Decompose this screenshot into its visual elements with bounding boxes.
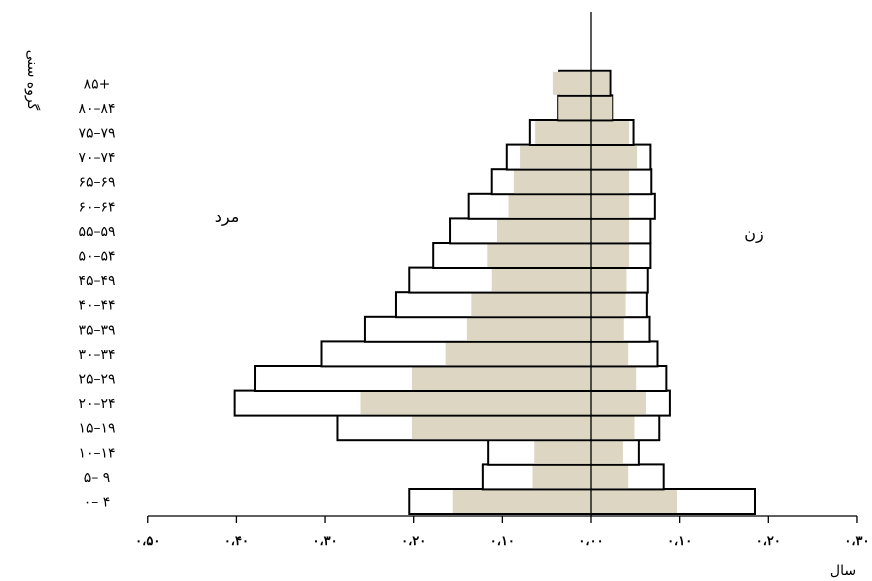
age-group-label: ۷۰–۷۴ — [78, 150, 115, 166]
age-group-label: ۶۵–۶۹ — [78, 175, 115, 191]
bar-shaded-female — [591, 416, 635, 440]
y-axis-title: گروه سنی — [24, 50, 41, 111]
age-group-label: ۰– ۴ — [84, 495, 111, 511]
bar-shaded-male — [452, 490, 591, 513]
bar-shaded-female — [591, 219, 630, 243]
bar-shaded-male — [471, 293, 591, 317]
bar-shaded-male — [534, 440, 591, 464]
age-group-label: ۲۵–۲۹ — [78, 372, 115, 388]
bar-shaded-male — [411, 416, 591, 440]
bar-shaded-male — [497, 219, 591, 243]
bar-shaded-female — [591, 367, 637, 390]
age-group-label: ۴۰–۴۴ — [78, 298, 115, 314]
x-tick-label: ۰،۵۰ — [135, 534, 160, 549]
bar-shaded-female — [591, 391, 646, 415]
bar-shaded-female — [591, 293, 626, 317]
bar-shaded-male — [508, 194, 591, 218]
age-group-label: ۳۵–۳۹ — [78, 322, 115, 338]
x-tick-label: ۰،۴۰ — [224, 534, 249, 549]
bar-shaded-male — [532, 465, 591, 489]
bar-shaded-male — [535, 121, 591, 144]
age-group-labels: ۰– ۴ ۵– ۹ ۱۰–۱۴ ۱۵–۱۹ ۲۰–۲۴ ۲۵–۲۹ ۳۰–۳۴ ۳۵–۳۹ ۴۰… — [78, 76, 115, 510]
bar-shaded-female — [591, 440, 623, 464]
bar-shaded-female — [591, 244, 630, 267]
bar-shaded-male — [520, 145, 591, 169]
age-group-label: ۷۵–۷۹ — [78, 126, 115, 142]
x-tick-label: ۰،۱۰ — [490, 534, 515, 549]
bar-shaded-female — [591, 317, 624, 341]
annotation-male: مرد — [215, 207, 240, 227]
bar-shaded-male — [360, 391, 591, 415]
bar-shaded-male — [445, 342, 591, 366]
age-group-label: ۱۵–۱۹ — [78, 421, 115, 437]
bars-layer — [233, 69, 757, 515]
bar-shaded-female — [591, 121, 630, 144]
age-group-label: ۱۰–۱۴ — [78, 445, 115, 461]
bar-shaded-female — [591, 96, 613, 120]
bar-shaded-male — [491, 268, 591, 292]
x-tick-label: ۰،۳۰ — [312, 534, 337, 549]
x-tick-label: ۰،۲۰ — [756, 534, 781, 549]
age-group-label: ۲۰–۲۴ — [78, 396, 115, 412]
bar-shaded-female — [591, 71, 610, 95]
age-group-label: ۸۰–۸۴ — [78, 101, 115, 117]
age-group-label: ۸۵+ — [84, 76, 111, 92]
bar-shaded-male — [558, 96, 591, 120]
age-group-label: ۵۰–۵۴ — [78, 249, 115, 265]
bar-shaded-female — [591, 145, 638, 169]
age-group-label: ۴۵–۴۹ — [78, 273, 115, 289]
x-tick-label: ۰،۱۰ — [667, 534, 692, 549]
bar-shaded-male — [552, 71, 591, 95]
bar-shaded-male — [487, 244, 591, 267]
x-tick-label: ۰،۳۰ — [844, 534, 869, 549]
x-tick-label: ۰،۲۰ — [401, 534, 426, 549]
bar-shaded-male — [466, 317, 591, 341]
bar-shaded-male — [513, 170, 591, 194]
x-tick-label: ۰،۰۰ — [578, 534, 603, 549]
age-group-label: ۶۰–۶۴ — [78, 199, 115, 215]
bar-shaded-female — [591, 170, 630, 194]
bar-shaded-female — [591, 194, 630, 218]
x-ticks: ۰،۵۰ ۰،۴۰ ۰،۳۰ ۰،۲۰ ۰،۱۰ ۰،۰۰ ۰،۱۰ ۰،۲۰ ۰،۳۰ — [135, 516, 870, 549]
age-group-label: ۵– ۹ — [84, 470, 111, 486]
bar-shaded-female — [591, 268, 627, 292]
bar-shaded-male — [411, 367, 591, 390]
age-group-label: ۵۵–۵۹ — [78, 224, 115, 240]
age-group-label: ۳۰–۳۴ — [78, 347, 115, 363]
annotation-female: زن — [744, 224, 763, 244]
x-axis-title: سال — [830, 563, 856, 579]
bar-shaded-female — [591, 490, 677, 513]
bar-shaded-female — [591, 465, 629, 489]
bar-shaded-female — [591, 342, 629, 366]
